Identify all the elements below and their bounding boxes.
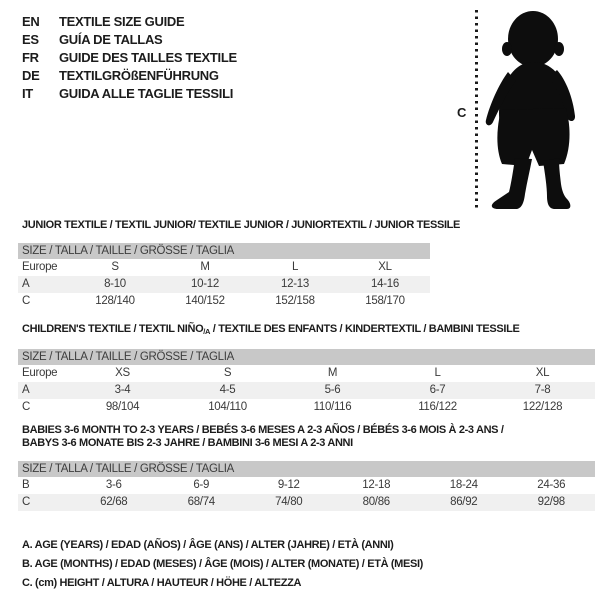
language-row-en: EN TEXTILE SIZE GUIDE — [22, 13, 237, 31]
cell: XL — [378, 261, 392, 273]
junior-size-table: SIZE / TALLA / TAILLE / GRÖSSE / TAGLIA … — [18, 243, 430, 310]
legend-age-months: B. AGE (MONTHS) / EDAD (MESES) / ÂGE (MO… — [22, 558, 423, 570]
cell: S — [111, 261, 119, 273]
cell: 140/152 — [185, 295, 225, 307]
cell: S — [223, 367, 232, 379]
cell: 62/68 — [100, 496, 128, 508]
cell: L — [434, 367, 441, 379]
language-label: GUIDE DES TAILLES TEXTILE — [59, 50, 237, 65]
cell: 98/104 — [105, 401, 140, 413]
table-row-height: C 98/104 104/110 110/116 116/122 122/128 — [18, 399, 595, 416]
row-label: A — [22, 278, 30, 290]
cell: 10-12 — [191, 278, 219, 290]
language-code: ES — [22, 32, 39, 47]
size-header-bar: SIZE / TALLA / TAILLE / GRÖSSE / TAGLIA — [18, 243, 430, 259]
cell: 152/158 — [275, 295, 315, 307]
legend-height: C. (cm) HEIGHT / ALTURA / HAUTEUR / HÖHE… — [22, 577, 302, 589]
cell: 86/92 — [450, 496, 478, 508]
size-header-bar: SIZE / TALLA / TAILLE / GRÖSSE / TAGLIA — [18, 349, 595, 365]
junior-section-title: JUNIOR TEXTILE / TEXTIL JUNIOR/ TEXTILE … — [22, 219, 461, 231]
language-code: FR — [22, 50, 39, 65]
table-row-height: C 128/140 140/152 152/158 158/170 — [18, 293, 430, 310]
section-childrens-textile: CHILDREN'S TEXTILE / TEXTIL NIÑO/A / TEX… — [18, 323, 595, 416]
language-row-it: IT GUIDA ALLE TAGLIE TESSILI — [22, 85, 237, 103]
cell: 80/86 — [362, 496, 391, 508]
cell: 9-12 — [277, 479, 300, 491]
cell: 3-6 — [105, 479, 122, 491]
row-label: B — [22, 479, 30, 491]
height-dotted-line — [475, 10, 478, 208]
language-code: DE — [22, 68, 40, 83]
language-row-es: ES GUÍA DE TALLAS — [22, 31, 237, 49]
cell: 5-6 — [324, 384, 341, 396]
cell: 7-8 — [534, 384, 551, 396]
row-label: C — [22, 295, 31, 307]
table-row-height: C 62/68 68/74 74/80 80/86 86/92 92/98 — [18, 494, 595, 511]
cell: 8-10 — [104, 278, 126, 290]
language-row-de: DE TEXTILGRÖßENFÜHRUNG — [22, 67, 237, 85]
babies-size-table: SIZE / TALLA / TAILLE / GRÖSSE / TAGLIA … — [18, 461, 595, 511]
table-row-europe: Europe S M L XL — [18, 259, 430, 276]
cell: 12-13 — [281, 278, 309, 290]
section-babies-textile: BABIES 3-6 MONTH TO 2-3 YEARS / BEBÉS 3-… — [18, 424, 595, 511]
cell: 18-24 — [449, 479, 478, 491]
language-list: EN TEXTILE SIZE GUIDE ES GUÍA DE TALLAS … — [22, 13, 237, 103]
cell: 12-18 — [362, 479, 391, 491]
cell: 24-36 — [537, 479, 566, 491]
children-title-post: / TEXTILE DES ENFANTS / KINDERTEXTIL / B… — [210, 323, 520, 335]
row-label: C — [22, 496, 31, 508]
row-label: A — [22, 384, 30, 396]
cell: 116/122 — [418, 401, 457, 413]
section-junior-textile: JUNIOR TEXTILE / TEXTIL JUNIOR/ TEXTILE … — [18, 219, 461, 310]
legend-age-years: A. AGE (YEARS) / EDAD (AÑOS) / ÂGE (ANS)… — [22, 539, 394, 551]
baby-silhouette-icon — [485, 11, 576, 209]
cell: 14-16 — [371, 278, 399, 290]
cell: 104/110 — [208, 401, 247, 413]
cell: 158/170 — [365, 295, 405, 307]
cell: 6-7 — [429, 384, 446, 396]
table-row-age: A 8-10 10-12 12-13 14-16 — [18, 276, 430, 293]
children-section-title: CHILDREN'S TEXTILE / TEXTIL NIÑO/A / TEX… — [22, 323, 595, 338]
cell: 4-5 — [219, 384, 236, 396]
cell: XS — [115, 367, 130, 379]
cell: L — [291, 261, 299, 273]
cell: 128/140 — [95, 295, 135, 307]
babies-section-title-line2: BABYS 3-6 MONATE BIS 2-3 JAHRE / BAMBINI… — [22, 437, 353, 449]
height-c-label: C — [457, 105, 467, 120]
language-label: TEXTILE SIZE GUIDE — [59, 14, 185, 29]
cell: 122/128 — [522, 401, 563, 413]
cell: XL — [535, 367, 550, 379]
language-code: IT — [22, 86, 33, 101]
language-code: EN — [22, 14, 40, 29]
row-label: C — [22, 401, 31, 413]
row-label: Europe — [22, 261, 58, 273]
table-row-age: A 3-4 4-5 5-6 6-7 7-8 — [18, 382, 595, 399]
table-row-months: B 3-6 6-9 9-12 12-18 18-24 24-36 — [18, 477, 595, 494]
cell: M — [327, 367, 338, 379]
language-row-fr: FR GUIDE DES TAILLES TEXTILE — [22, 49, 237, 67]
table-row-europe: Europe XS S M L XL — [18, 365, 595, 382]
cell: 68/74 — [187, 496, 216, 508]
children-title-sub: /A — [203, 327, 211, 336]
size-header-row: SIZE / TALLA / TAILLE / GRÖSSE / TAGLIA — [18, 243, 430, 259]
children-size-table: SIZE / TALLA / TAILLE / GRÖSSE / TAGLIA … — [18, 349, 595, 416]
cell: 74/80 — [275, 496, 303, 508]
row-label: Europe — [22, 367, 58, 379]
size-header-bar: SIZE / TALLA / TAILLE / GRÖSSE / TAGLIA — [18, 461, 595, 477]
cell: M — [200, 261, 210, 273]
babies-section-title-line1: BABIES 3-6 MONTH TO 2-3 YEARS / BEBÉS 3-… — [22, 424, 504, 436]
legend: A. AGE (YEARS) / EDAD (AÑOS) / ÂGE (ANS)… — [22, 536, 423, 593]
language-label: GUÍA DE TALLAS — [59, 32, 163, 47]
cell: 3-4 — [114, 384, 131, 396]
language-label: GUIDA ALLE TAGLIE TESSILI — [59, 86, 234, 101]
size-header-row: SIZE / TALLA / TAILLE / GRÖSSE / TAGLIA — [18, 461, 595, 477]
size-header-row: SIZE / TALLA / TAILLE / GRÖSSE / TAGLIA — [18, 349, 595, 365]
language-label: TEXTILGRÖßENFÜHRUNG — [59, 68, 219, 83]
cell: 6-9 — [193, 479, 210, 491]
cell: 110/116 — [313, 401, 352, 413]
cell: 92/98 — [537, 496, 566, 508]
children-title-pre: CHILDREN'S TEXTILE / TEXTIL NIÑO — [22, 323, 204, 335]
